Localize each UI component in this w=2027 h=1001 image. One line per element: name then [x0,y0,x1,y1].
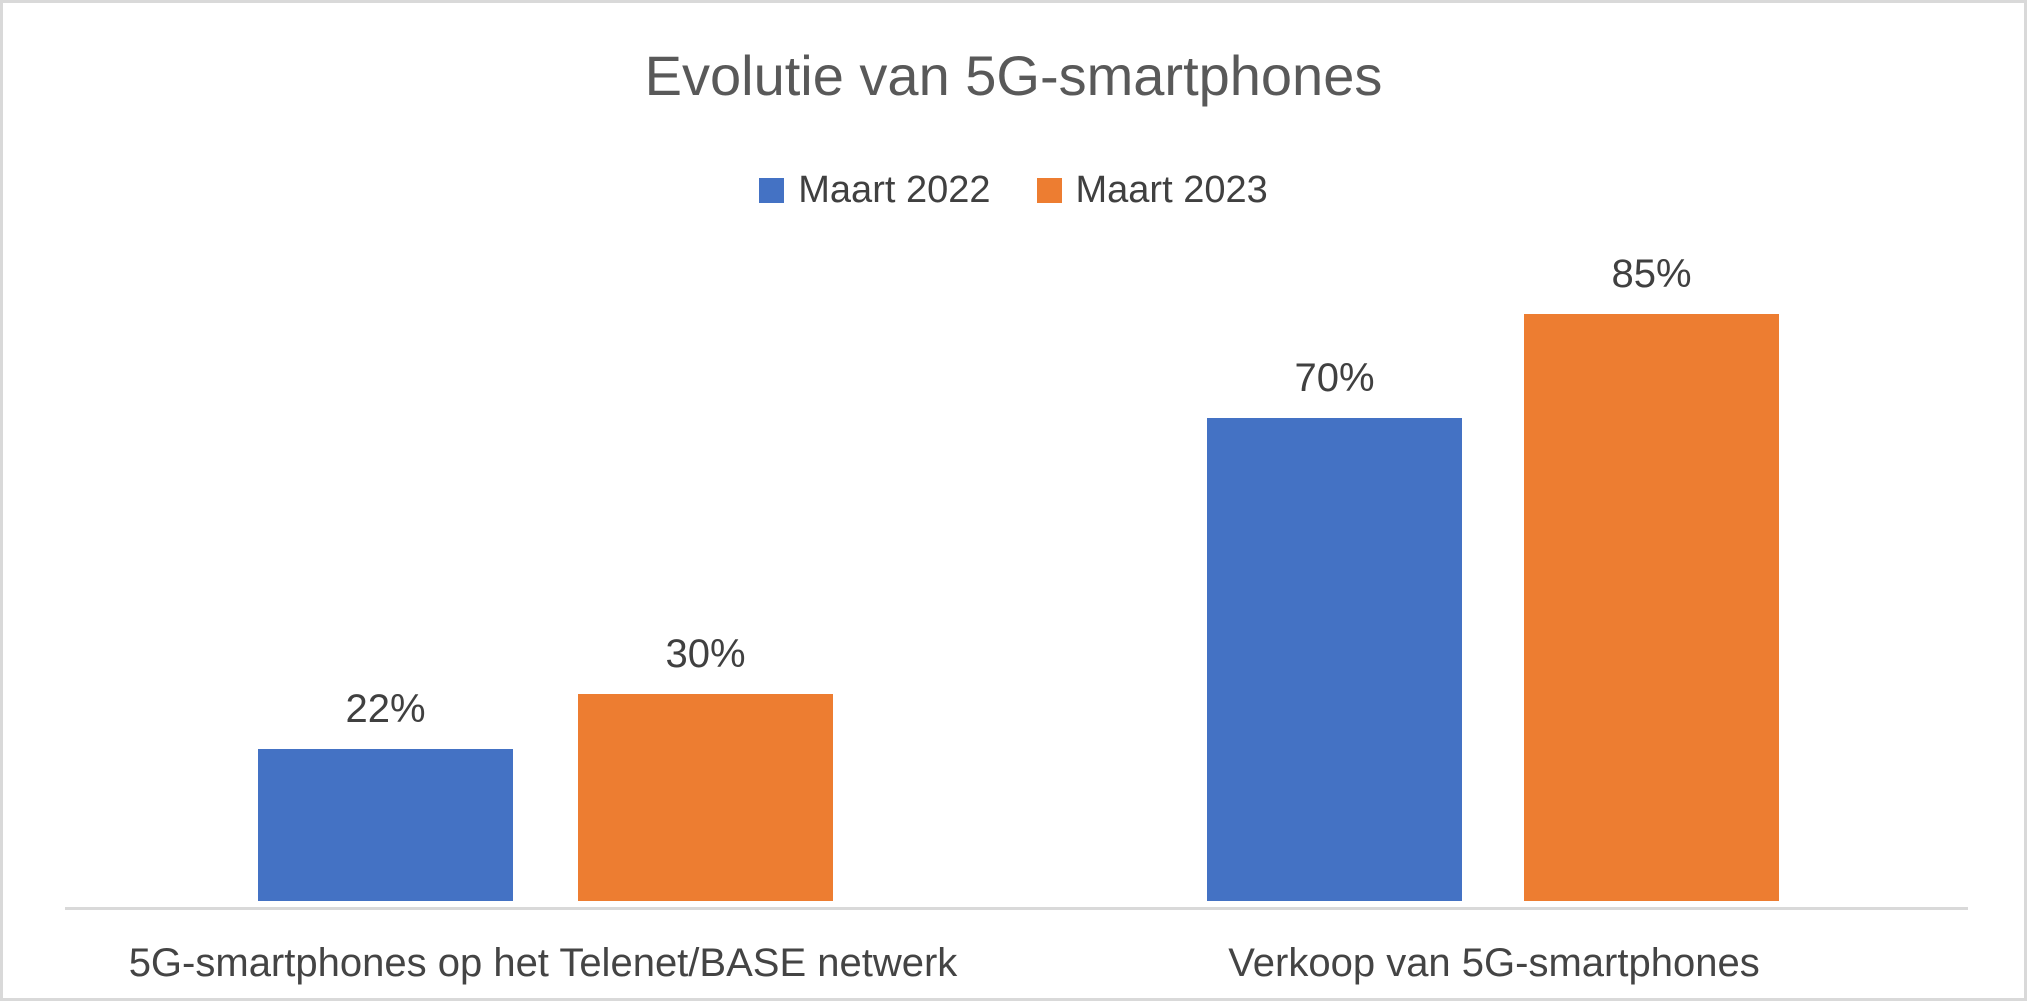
bar-maart2023-verkoop [1524,314,1779,901]
x-axis-line [65,907,1968,910]
legend-item-maart-2022: Maart 2022 [759,169,991,211]
category-label-verkoop: Verkoop van 5G-smartphones [1228,941,1760,985]
category-label-telenet-base: 5G-smartphones op het Telenet/BASE netwe… [128,941,958,985]
bar-maart2022-telenet [258,749,513,901]
legend-swatch-maart-2023-icon [1036,177,1062,203]
legend-label-maart-2022: Maart 2022 [798,169,991,211]
legend-item-maart-2023: Maart 2023 [1036,169,1268,211]
plot-area: 22% 30% 70% 85% 5G-smartphones op het Te… [3,3,2024,998]
chart-title: Evolutie van 5G-smartphones [644,44,1383,107]
bar-label-maart2022-telenet: 22% [345,687,426,731]
bar-label-maart2022-verkoop: 70% [1294,356,1375,400]
bar-maart2022-verkoop [1207,418,1462,901]
bar-label-maart2023-verkoop: 85% [1611,252,1692,296]
legend: Maart 2022 Maart 2023 [3,171,2024,209]
legend-label-maart-2023: Maart 2023 [1075,169,1268,211]
bar-maart2023-telenet [578,694,833,901]
legend-swatch-maart-2022-icon [759,177,785,203]
bar-label-maart2023-telenet: 30% [665,632,746,676]
